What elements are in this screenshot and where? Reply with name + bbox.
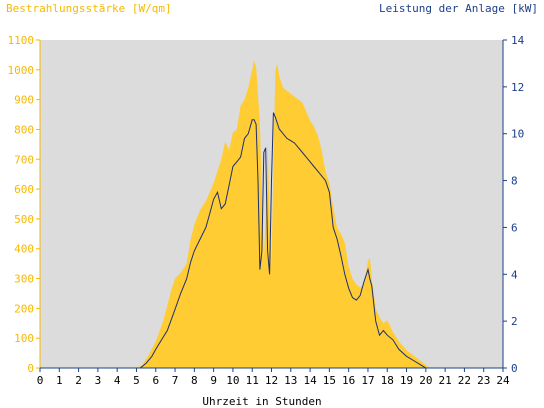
- x-tick-label: 5: [133, 374, 140, 387]
- x-tick-label: 23: [477, 374, 490, 387]
- x-tick-label: 19: [400, 374, 413, 387]
- left-tick-label: 500: [14, 213, 34, 226]
- x-tick-label: 10: [226, 374, 239, 387]
- x-tick-label: 15: [323, 374, 336, 387]
- x-tick-label: 4: [114, 374, 121, 387]
- right-tick-label: 0: [511, 362, 518, 375]
- x-tick-label: 12: [265, 374, 278, 387]
- left-tick-label: 0: [27, 362, 34, 375]
- x-tick-label: 22: [458, 374, 471, 387]
- left-tick-label: 200: [14, 302, 34, 315]
- x-axis-ticks: 0 1 2 3 4 5 6 7 8 9 10 11 12 13 14 15 16 17 18 19 20 21 22 23 24: [37, 368, 510, 387]
- x-axis-title: Uhrzeit in Stunden: [202, 395, 321, 408]
- right-tick-label: 2: [511, 315, 518, 328]
- right-axis-title: Leistung der Anlage [kW]: [379, 2, 538, 15]
- left-tick-label: 400: [14, 243, 34, 256]
- x-tick-label: 0: [37, 374, 44, 387]
- x-tick-label: 1: [56, 374, 63, 387]
- left-tick-label: 700: [14, 153, 34, 166]
- x-tick-label: 21: [439, 374, 452, 387]
- left-tick-label: 600: [14, 183, 34, 196]
- left-tick-label: 1100: [8, 34, 35, 47]
- left-axis-title: Bestrahlungsstärke [W/qm]: [6, 2, 172, 15]
- right-axis-ticks: 0 2 4 6 8 10 12 14: [503, 34, 525, 375]
- right-tick-label: 10: [511, 128, 524, 141]
- right-tick-label: 14: [511, 34, 525, 47]
- x-tick-label: 13: [284, 374, 297, 387]
- x-tick-label: 18: [381, 374, 394, 387]
- right-tick-label: 6: [511, 221, 518, 234]
- x-tick-label: 20: [419, 374, 432, 387]
- x-tick-label: 7: [172, 374, 179, 387]
- right-tick-label: 12: [511, 81, 524, 94]
- irradiance-area: [40, 60, 503, 369]
- x-tick-label: 2: [75, 374, 82, 387]
- x-tick-label: 16: [342, 374, 355, 387]
- left-tick-label: 100: [14, 332, 34, 345]
- x-tick-label: 8: [191, 374, 198, 387]
- right-tick-label: 8: [511, 175, 518, 188]
- right-tick-label: 4: [511, 268, 518, 281]
- x-tick-label: 14: [303, 374, 317, 387]
- x-tick-label: 9: [210, 374, 217, 387]
- x-tick-label: 11: [246, 374, 259, 387]
- left-tick-label: 900: [14, 94, 34, 107]
- power-line: [40, 112, 503, 369]
- left-axis-ticks: 0 100 200 300 400 500 600 700 800 900 1000 1100: [8, 34, 40, 375]
- x-tick-label: 3: [95, 374, 102, 387]
- x-tick-label: 6: [152, 374, 159, 387]
- left-tick-label: 1000: [8, 64, 35, 77]
- left-tick-label: 800: [14, 123, 34, 136]
- x-tick-label: 17: [361, 374, 374, 387]
- left-tick-label: 300: [14, 273, 34, 286]
- x-tick-label: 24: [496, 374, 510, 387]
